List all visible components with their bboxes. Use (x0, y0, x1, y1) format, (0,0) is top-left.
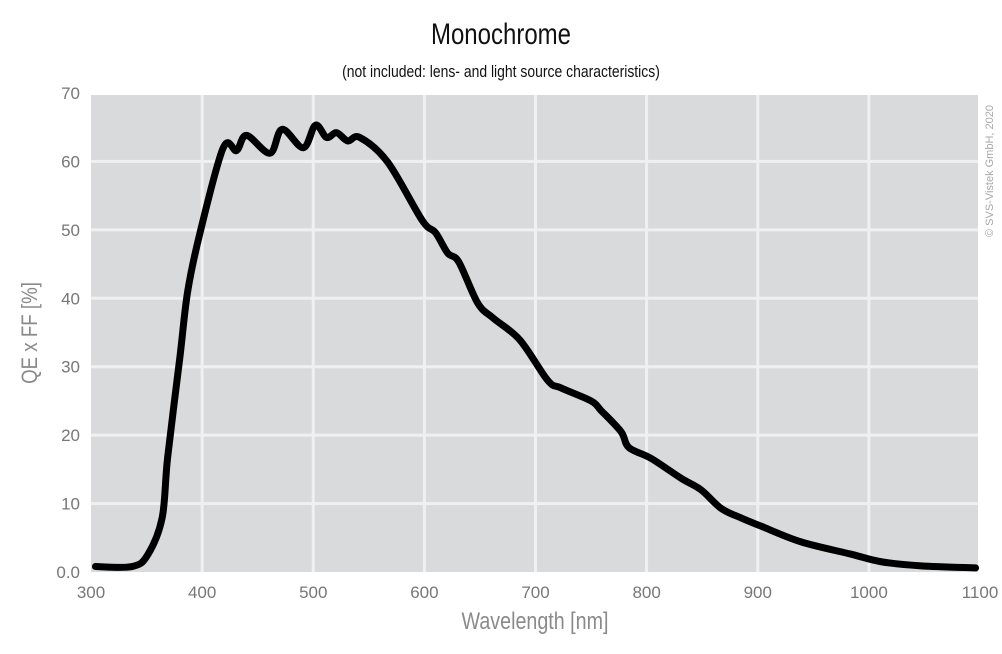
y-tick-label: 70 (61, 84, 80, 103)
x-tick-label: 400 (188, 583, 216, 602)
y-tick-label: 30 (61, 358, 80, 377)
y-tick-label: 60 (61, 152, 80, 171)
y-tick-label: 50 (61, 221, 80, 240)
x-tick-label: 900 (744, 583, 772, 602)
x-tick-label: 500 (299, 583, 327, 602)
x-axis-label: Wavelength [nm] (461, 608, 609, 635)
x-tick-label: 300 (77, 583, 105, 602)
x-tick-label: 1000 (850, 583, 888, 602)
x-tick-label: 1100 (962, 583, 999, 602)
chart-subtitle: (not included: lens- and light source ch… (342, 62, 660, 81)
chart-title: Monochrome (430, 18, 572, 51)
y-tick-label: 0.0 (56, 563, 80, 582)
y-tick-label: 40 (61, 289, 80, 308)
y-tick-label: 10 (61, 495, 80, 514)
y-tick-label: 20 (61, 426, 80, 445)
x-tick-label: 600 (410, 583, 438, 602)
x-tick-label: 800 (632, 583, 660, 602)
x-tick-label: 700 (521, 583, 549, 602)
qe-series-line (91, 121, 980, 572)
